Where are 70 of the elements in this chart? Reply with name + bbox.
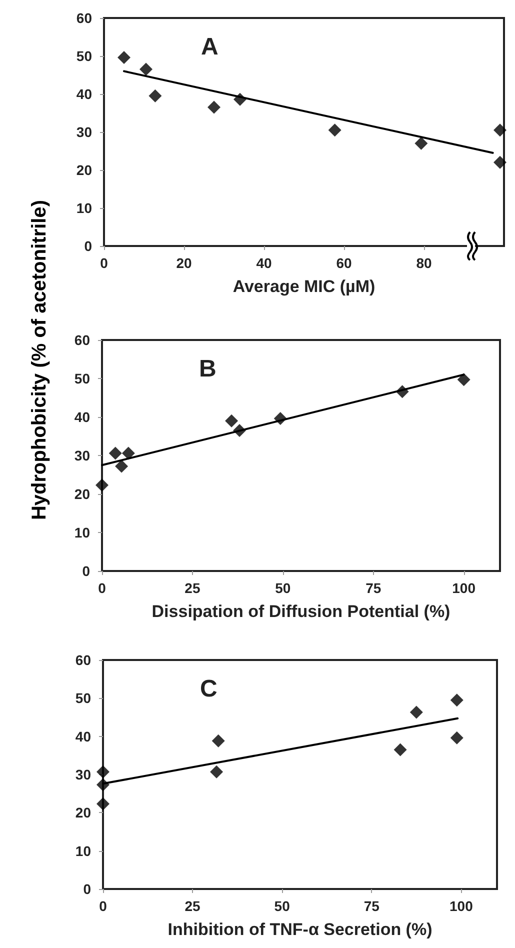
x-axis-title: Dissipation of Diffusion Potential (%) <box>152 602 450 621</box>
x-tick-label: 100 <box>452 580 476 596</box>
y-tick-label: 30 <box>74 448 90 464</box>
y-tick-label: 50 <box>76 48 92 64</box>
y-tick-label: 10 <box>75 842 92 859</box>
y-tick-label: 20 <box>75 804 92 821</box>
point <box>140 62 152 76</box>
x-tick-label: 0 <box>99 898 108 914</box>
text: A <box>201 34 218 60</box>
point <box>108 446 122 460</box>
point <box>494 156 506 169</box>
y-tick-label: 60 <box>76 10 92 26</box>
x-tick-label: 75 <box>364 898 380 914</box>
point <box>122 446 135 460</box>
point <box>396 385 409 398</box>
point <box>96 765 110 778</box>
x-tick-label: 100 <box>450 898 474 914</box>
point <box>210 765 224 778</box>
point <box>96 778 110 792</box>
x-tick-label: 0 <box>100 255 108 271</box>
point <box>96 797 110 810</box>
y-tick-label: 20 <box>74 486 90 502</box>
y-tick-label: 30 <box>75 766 92 782</box>
y-tick-label: 40 <box>75 728 92 744</box>
y-axis-title: Hydrophobicity (% of acetonitrile) <box>28 200 52 520</box>
point <box>208 100 220 114</box>
point <box>457 373 470 386</box>
x-tick-label: 50 <box>274 898 290 914</box>
x-tick-label: 25 <box>184 898 201 914</box>
y-tick-label: 20 <box>76 162 92 178</box>
x-tick-label: 75 <box>366 580 382 596</box>
point <box>328 124 342 137</box>
x-tick-label: 60 <box>336 255 352 271</box>
y-tick-label: 40 <box>74 409 90 425</box>
text: C <box>200 676 218 702</box>
x-axis-title: Average MIC (µM) <box>232 277 376 296</box>
y-tick-label: 0 <box>83 881 92 897</box>
y-tick-label: 50 <box>74 370 90 386</box>
point <box>274 412 287 426</box>
point <box>148 89 162 102</box>
point <box>96 478 108 492</box>
y-tick-label: 50 <box>75 690 92 706</box>
point <box>450 694 464 707</box>
x-axis-title: Inhibition of TNF-α Secretion (%) <box>168 920 432 939</box>
text: B <box>199 356 216 382</box>
y-tick-label: 60 <box>74 332 90 348</box>
y-tick-label: 0 <box>84 238 92 254</box>
x-tick-label: 20 <box>176 255 192 271</box>
y-tick-label: 10 <box>76 200 92 216</box>
x-tick-label: 25 <box>184 580 200 596</box>
y-tick-label: 0 <box>82 563 90 579</box>
point <box>394 743 407 756</box>
point <box>450 731 464 744</box>
point <box>410 706 423 719</box>
point <box>118 51 130 64</box>
y-tick-label: 30 <box>76 124 92 140</box>
x-tick-label: 40 <box>256 255 272 271</box>
point <box>494 124 506 137</box>
point <box>225 414 238 428</box>
point <box>414 136 428 150</box>
point <box>212 734 225 748</box>
x-tick-label: 50 <box>275 580 291 596</box>
y-tick-label: 60 <box>75 652 92 668</box>
x-tick-label: 80 <box>416 255 432 271</box>
y-tick-label: 40 <box>76 86 92 102</box>
point <box>234 92 246 106</box>
y-tick-label: 10 <box>74 524 90 540</box>
point <box>232 424 246 437</box>
point <box>115 460 128 473</box>
x-tick-label: 0 <box>98 580 106 596</box>
